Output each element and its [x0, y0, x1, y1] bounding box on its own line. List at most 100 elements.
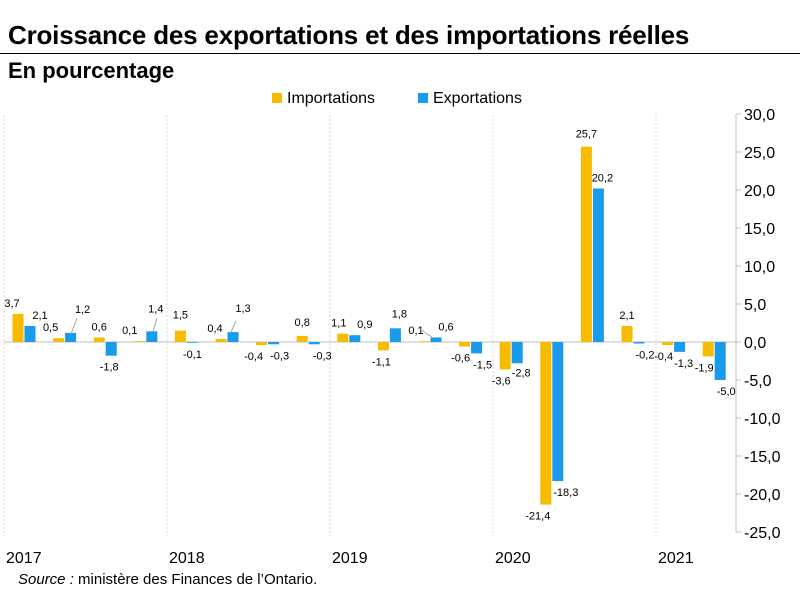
exportations-bar — [552, 342, 564, 482]
importations-data-label: 0,4 — [207, 323, 222, 335]
exportations-data-label: 1,4 — [148, 303, 163, 315]
y-tick-label: 5,0 — [744, 297, 766, 314]
source-label: Source : — [18, 571, 74, 588]
importations-data-label: -21,4 — [525, 511, 550, 523]
exportations-data-label: -0,2 — [636, 350, 655, 362]
source-text: ministère des Finances de l’Ontario. — [73, 571, 318, 588]
exportations-bar — [592, 188, 604, 342]
importations-data-label: -3,6 — [492, 375, 511, 387]
exportations-data-label: 0,6 — [438, 321, 453, 333]
data-label-leader — [230, 320, 237, 333]
exportations-data-label: -0,3 — [313, 350, 332, 362]
x-year-label: 2018 — [169, 550, 205, 564]
exportations-bar — [430, 337, 442, 342]
x-year-label: 2021 — [658, 550, 694, 564]
data-label-leader — [417, 327, 433, 338]
y-tick-label: -25,0 — [744, 525, 781, 542]
exportations-data-label: -2,8 — [512, 367, 531, 379]
importations-bar — [93, 337, 105, 342]
importations-data-label: 25,7 — [576, 129, 597, 141]
y-tick-label: -15,0 — [744, 449, 781, 466]
importations-bar — [337, 333, 349, 342]
y-tick-label: -20,0 — [744, 487, 781, 504]
x-year-label: 2020 — [495, 550, 531, 564]
importations-bar — [174, 330, 186, 342]
importations-bar — [215, 338, 227, 342]
exportations-bar — [714, 342, 726, 380]
importations-data-label: -0,6 — [451, 353, 470, 365]
importations-bar — [621, 326, 633, 342]
exportations-bar — [24, 326, 36, 342]
importations-data-label: -0,4 — [244, 351, 263, 363]
exportations-data-label: 1,2 — [75, 304, 90, 316]
importations-data-label: -1,1 — [372, 356, 391, 368]
x-year-label: 2019 — [332, 550, 368, 564]
importations-bar — [459, 342, 471, 347]
exportations-data-label: -5,0 — [717, 386, 736, 398]
y-tick-label: 25,0 — [744, 145, 775, 162]
exportations-data-label: 1,3 — [235, 303, 250, 315]
y-tick-label: 0,0 — [744, 335, 766, 352]
exportations-data-label: 0,9 — [357, 319, 372, 331]
importations-data-label: 0,1 — [122, 325, 137, 337]
data-label-leader — [152, 317, 158, 333]
exportations-bar — [674, 342, 686, 352]
importations-bar — [12, 313, 24, 342]
y-tick-label: 20,0 — [744, 183, 775, 200]
exportations-data-label: -1,3 — [674, 358, 693, 370]
importations-bar — [377, 342, 389, 351]
exportations-data-label: -18,3 — [553, 487, 578, 499]
y-tick-label: 30,0 — [744, 107, 775, 124]
importations-bar — [418, 341, 430, 343]
importations-bar — [499, 342, 511, 370]
exportations-bar — [146, 331, 158, 342]
legend-importations-swatch — [272, 93, 282, 103]
exportations-bar — [105, 342, 117, 356]
legend-exportations-label: Exportations — [433, 90, 522, 107]
exportations-bar — [511, 342, 523, 364]
x-year-label: 2017 — [6, 550, 42, 564]
exportations-bar — [349, 335, 361, 342]
legend-exportations-swatch — [418, 93, 428, 103]
importations-data-label: -0,4 — [654, 351, 673, 363]
importations-bar — [134, 341, 146, 343]
importations-bar — [256, 342, 268, 346]
y-tick-label: -10,0 — [744, 411, 781, 428]
exportations-bar — [308, 342, 320, 345]
importations-bar — [540, 342, 552, 505]
importations-data-label: 1,5 — [173, 310, 188, 322]
importations-data-label: 2,1 — [619, 310, 634, 322]
exportations-data-label: 2,1 — [32, 310, 47, 322]
importations-data-label: 0,6 — [92, 321, 107, 333]
chart-subtitle: En pourcentage — [8, 58, 175, 83]
importations-bar — [296, 335, 308, 342]
bar-chart: 30,0 25,0 20,0 15,0 10,0 5,0 0,0 -5,0 -10,0 -15,0… — [3, 90, 781, 564]
exportations-data-label: 1,8 — [392, 308, 407, 320]
exportations-data-label: -1,8 — [100, 362, 119, 374]
exportations-data-label: -1,5 — [473, 359, 492, 371]
exportations-bar — [633, 342, 645, 344]
importations-bar — [702, 342, 714, 357]
importations-data-label: 1,1 — [331, 318, 346, 330]
exportations-bar — [389, 328, 401, 342]
importations-bar — [662, 342, 674, 346]
data-label-leader — [70, 317, 78, 335]
importations-bar — [580, 146, 592, 342]
legend-importations-label: Importations — [287, 90, 375, 107]
exportations-data-label: -0,1 — [183, 349, 202, 361]
chart-title: Croissance des exportations et des impor… — [8, 20, 690, 50]
importations-data-label: -1,9 — [695, 362, 714, 374]
title-divider — [0, 53, 800, 54]
y-tick-label: 15,0 — [744, 221, 775, 238]
exportations-data-label: -0,3 — [270, 350, 289, 362]
y-tick-label: -5,0 — [744, 373, 772, 390]
source-note: Source : ministère des Finances de l’Ont… — [18, 571, 317, 588]
importations-data-label: 3,7 — [4, 298, 19, 310]
importations-data-label: 0,5 — [43, 322, 58, 334]
exportations-bar — [227, 332, 239, 342]
y-tick-label: 10,0 — [744, 259, 775, 276]
importations-bar — [53, 338, 65, 342]
exportations-bar — [65, 332, 77, 342]
exportations-bar — [471, 342, 483, 354]
importations-data-label: 0,1 — [408, 325, 423, 337]
